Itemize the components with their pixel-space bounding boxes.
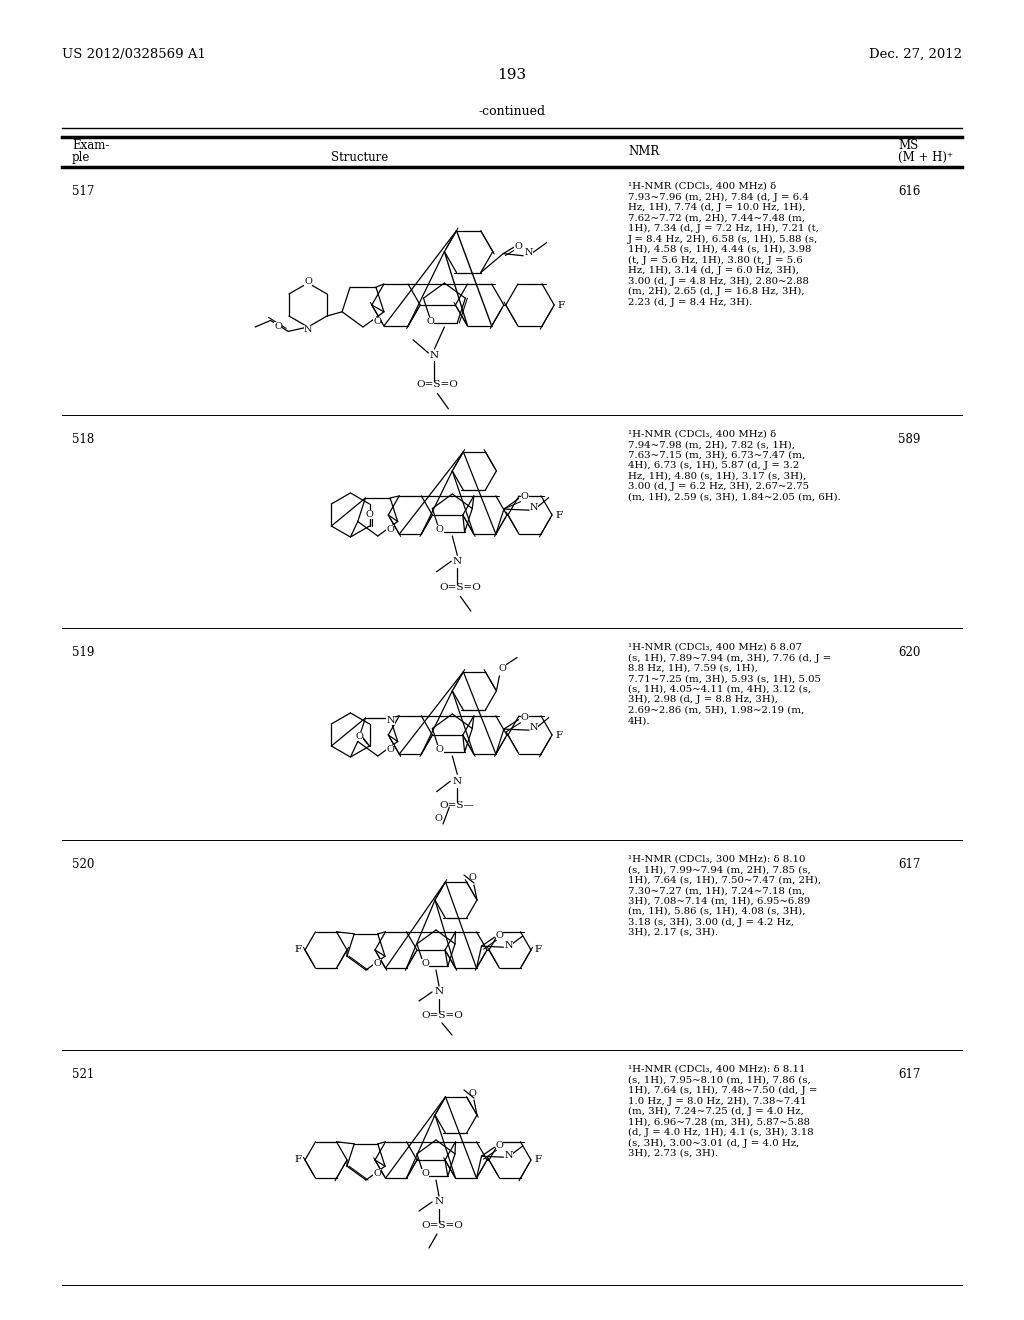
Text: O: O — [304, 276, 312, 285]
Text: ple: ple — [72, 150, 90, 164]
Text: 520: 520 — [72, 858, 94, 871]
Text: O: O — [355, 731, 364, 741]
Text: 518: 518 — [72, 433, 94, 446]
Text: N: N — [525, 248, 534, 257]
Text: O: O — [386, 746, 394, 754]
Text: 617: 617 — [898, 1068, 921, 1081]
Text: F: F — [295, 945, 301, 954]
Text: 521: 521 — [72, 1068, 94, 1081]
Text: ¹H-NMR (CDCl₃, 400 MHz) δ 8.07
(s, 1H), 7.89~7.94 (m, 3H), 7.76 (d, J =
8.8 Hz, : ¹H-NMR (CDCl₃, 400 MHz) δ 8.07 (s, 1H), … — [628, 643, 831, 725]
Text: F: F — [295, 1155, 301, 1164]
Text: O: O — [436, 746, 443, 754]
Text: (M + H)⁺: (M + H)⁺ — [898, 150, 953, 164]
Text: Dec. 27, 2012: Dec. 27, 2012 — [869, 48, 962, 61]
Text: NMR: NMR — [628, 145, 659, 158]
Text: F: F — [555, 511, 562, 520]
Text: O: O — [499, 664, 506, 673]
Text: F: F — [555, 730, 562, 739]
Text: O=S=O: O=S=O — [421, 1011, 463, 1019]
Text: 193: 193 — [498, 69, 526, 82]
Text: 519: 519 — [72, 645, 94, 659]
Text: ¹H-NMR (CDCl₃, 400 MHz) δ
7.94~7.98 (m, 2H), 7.82 (s, 1H),
7.63~7.15 (m, 3H), 6.: ¹H-NMR (CDCl₃, 400 MHz) δ 7.94~7.98 (m, … — [628, 430, 841, 502]
Text: 589: 589 — [898, 433, 921, 446]
Text: O=S=O: O=S=O — [417, 380, 459, 389]
Text: O: O — [426, 317, 434, 326]
Text: O: O — [274, 322, 283, 331]
Text: O: O — [434, 814, 442, 824]
Text: N: N — [453, 557, 462, 566]
Text: MS: MS — [898, 139, 919, 152]
Text: -continued: -continued — [478, 106, 546, 117]
Text: F: F — [558, 301, 565, 309]
Text: O: O — [374, 317, 381, 326]
Text: US 2012/0328569 A1: US 2012/0328569 A1 — [62, 48, 206, 61]
Text: N: N — [529, 503, 539, 512]
Text: N: N — [434, 987, 443, 997]
Text: O: O — [520, 492, 528, 502]
Text: 617: 617 — [898, 858, 921, 871]
Text: O: O — [436, 525, 443, 535]
Text: ¹H-NMR (CDCl₃, 400 MHz) δ
7.93~7.96 (m, 2H), 7.84 (d, J = 6.4
Hz, 1H), 7.74 (d, : ¹H-NMR (CDCl₃, 400 MHz) δ 7.93~7.96 (m, … — [628, 182, 819, 306]
Text: N: N — [430, 351, 439, 359]
Text: O=S=O: O=S=O — [439, 583, 481, 591]
Text: F: F — [535, 1155, 542, 1164]
Text: O: O — [386, 525, 394, 535]
Text: N: N — [504, 1151, 513, 1160]
Text: O: O — [468, 874, 476, 883]
Text: O: O — [373, 958, 381, 968]
Text: Exam-: Exam- — [72, 139, 110, 152]
Text: N: N — [453, 776, 462, 785]
Text: ¹H-NMR (CDCl₃, 400 MHz): δ 8.11
(s, 1H), 7.95~8.10 (m, 1H), 7.86 (s,
1H), 7.64 (: ¹H-NMR (CDCl₃, 400 MHz): δ 8.11 (s, 1H),… — [628, 1065, 817, 1158]
Text: N: N — [529, 722, 539, 731]
Text: F: F — [535, 945, 542, 954]
Text: O: O — [496, 931, 504, 940]
Text: O: O — [514, 243, 522, 251]
Text: O: O — [520, 713, 528, 722]
Text: 517: 517 — [72, 185, 94, 198]
Text: O: O — [373, 1168, 381, 1177]
Text: O=S=O: O=S=O — [421, 1221, 463, 1229]
Text: O: O — [421, 958, 429, 968]
Text: 620: 620 — [898, 645, 921, 659]
Text: N: N — [504, 941, 513, 949]
Text: O: O — [496, 1140, 504, 1150]
Text: ¹H-NMR (CDCl₃, 300 MHz): δ 8.10
(s, 1H), 7.99~7.94 (m, 2H), 7.85 (s,
1H), 7.64 (: ¹H-NMR (CDCl₃, 300 MHz): δ 8.10 (s, 1H),… — [628, 855, 821, 937]
Text: N: N — [304, 325, 312, 334]
Text: 616: 616 — [898, 185, 921, 198]
Text: N: N — [434, 1197, 443, 1206]
Text: O: O — [366, 510, 374, 519]
Text: O=S—: O=S— — [439, 801, 474, 809]
Text: O: O — [421, 1168, 429, 1177]
Text: Structure: Structure — [332, 150, 389, 164]
Text: O: O — [468, 1089, 476, 1097]
Text: N: N — [386, 715, 394, 725]
